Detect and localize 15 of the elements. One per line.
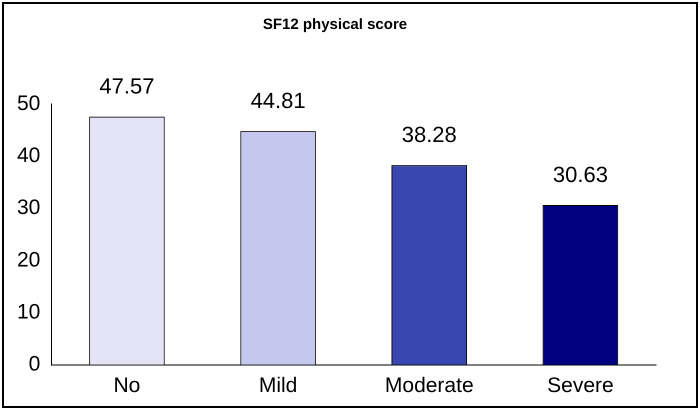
x-tick-label: No bbox=[114, 374, 140, 398]
y-tick-label: 20 bbox=[17, 248, 40, 272]
data-label: 30.63 bbox=[552, 162, 608, 188]
data-label: 38.28 bbox=[402, 122, 457, 148]
x-tick-label: Severe bbox=[547, 374, 614, 398]
y-tick-label: 40 bbox=[17, 144, 40, 167]
y-tick-label: 0 bbox=[28, 352, 40, 376]
data-label: 44.81 bbox=[250, 88, 306, 114]
y-tick-label: 50 bbox=[17, 92, 40, 115]
y-tick-label: 30 bbox=[17, 196, 40, 220]
chart-title: SF12 physical score bbox=[262, 16, 408, 34]
x-tick-label: Moderate bbox=[384, 374, 474, 398]
y-tick-label: 10 bbox=[17, 300, 40, 324]
data-label: 47.57 bbox=[99, 74, 154, 99]
x-tick-label: Mild bbox=[258, 374, 298, 398]
